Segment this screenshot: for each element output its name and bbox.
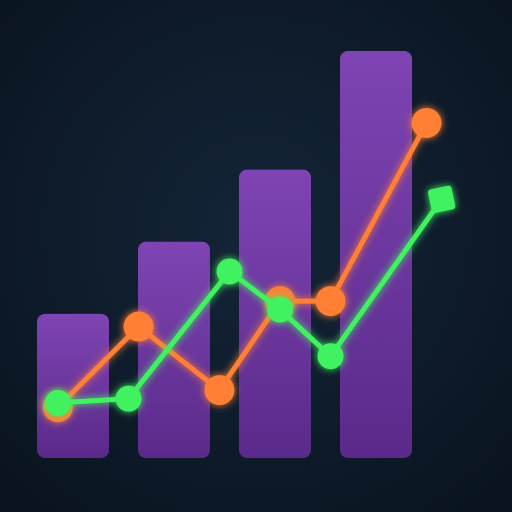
green-point-3 — [216, 258, 243, 285]
lines-layer — [42, 108, 456, 423]
green-series — [44, 185, 456, 416]
green-point-5 — [317, 343, 344, 370]
green-point-1 — [44, 389, 71, 416]
green-point-4 — [267, 296, 294, 323]
orange-point-5 — [315, 286, 346, 317]
bar-2 — [138, 241, 210, 458]
bar-1 — [37, 313, 109, 458]
green-point-6 — [427, 185, 456, 214]
orange-point-2 — [123, 311, 154, 342]
green-point-2 — [115, 385, 142, 412]
bar-4 — [340, 50, 412, 459]
orange-point-6 — [411, 108, 442, 139]
orange-point-3 — [204, 375, 235, 406]
orange-line — [55, 120, 429, 410]
